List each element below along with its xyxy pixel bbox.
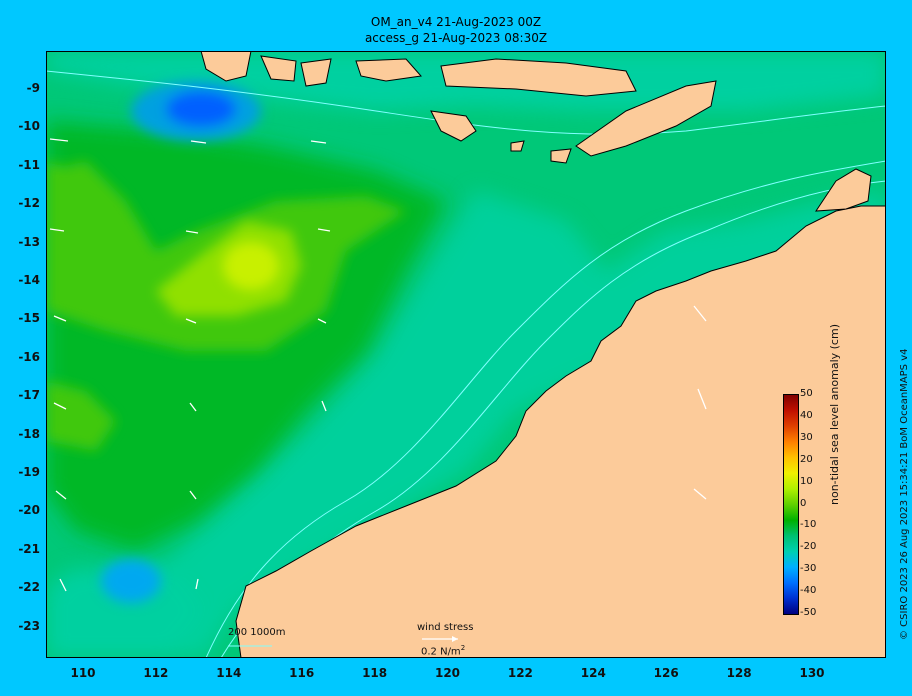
colorbar-tick-label: 30 <box>800 431 813 443</box>
wind-stress-title: wind stress <box>417 622 474 633</box>
lat-tick-label: -22 <box>18 580 40 595</box>
isobath-legend-label: 200 1000m <box>228 627 286 638</box>
lon-tick-label: 118 <box>362 666 388 680</box>
colorbar-tick-label: -40 <box>800 585 817 597</box>
colorbar <box>783 394 799 615</box>
lat-tick-label: -10 <box>18 119 40 134</box>
lon-tick-label: 114 <box>216 666 242 680</box>
lat-tick-label: -13 <box>18 234 40 249</box>
lon-tick-label: 128 <box>726 666 752 680</box>
map-title-line-2: access_g 21-Aug-2023 08:30Z <box>364 31 548 45</box>
colorbar-tick-label: -10 <box>800 519 817 531</box>
lat-tick-label: -17 <box>18 388 40 403</box>
lon-tick-label: 124 <box>580 666 606 680</box>
colorbar-tick-label: 50 <box>800 388 813 399</box>
wind-scale-arrowhead <box>452 636 458 642</box>
australia-mainland <box>235 205 886 658</box>
lon-tick-label: 116 <box>289 666 315 680</box>
colorbar-title: non-tidal sea level anomaly (cm) <box>828 324 841 505</box>
map-panel <box>46 51 886 658</box>
anomaly-blue-zones <box>101 81 261 603</box>
lon-tick-label: 122 <box>507 666 533 680</box>
colorbar-tick-label: 40 <box>800 409 813 421</box>
wind-scale-unit-sup: 2 <box>460 644 466 652</box>
lon-tick-label: 120 <box>434 666 461 680</box>
lat-tick-label: -18 <box>18 426 40 441</box>
lat-tick-label: -20 <box>18 503 40 518</box>
lat-tick-label: -23 <box>18 618 40 633</box>
wind-stress-arrows <box>49 138 707 592</box>
wind-stress-scale: 0.2 N/m2 <box>421 644 465 657</box>
lon-tick-label: 130 <box>799 666 825 680</box>
lat-tick-label: -12 <box>18 196 40 211</box>
colorbar-tick-label: -50 <box>800 607 817 618</box>
lon-tick-label: 112 <box>143 666 169 680</box>
lat-tick-label: -9 <box>26 81 40 95</box>
lat-tick-label: -21 <box>18 541 40 556</box>
colorbar-tick-label: -30 <box>800 563 817 575</box>
map-title-line-1: OM_an_v4 21-Aug-2023 00Z <box>370 15 542 29</box>
lat-tick-label: -16 <box>18 349 40 364</box>
anomaly-yellow-zone <box>223 242 279 290</box>
lat-tick-label: -11 <box>18 157 40 172</box>
lon-tick-label: 110 <box>70 666 96 680</box>
cape-peninsula <box>815 168 872 212</box>
islands-north <box>200 51 717 164</box>
lat-tick-label: -14 <box>18 273 40 287</box>
credit-text: © CSIRO 2023 26 Aug 2023 15:34:21 BoM Oc… <box>899 348 910 641</box>
lon-tick-label: 126 <box>653 666 679 680</box>
lat-tick-label: -15 <box>18 311 40 326</box>
wind-scale-value: 0.2 N/m <box>421 646 461 658</box>
colorbar-tick-label: 20 <box>800 453 813 465</box>
colorbar-tick-label: 0 <box>800 497 807 509</box>
colorbar-tick-label: 10 <box>800 475 813 487</box>
sea-level-map <box>46 51 886 658</box>
colorbar-tick-label: -20 <box>800 541 817 553</box>
lat-tick-label: -19 <box>18 465 40 479</box>
